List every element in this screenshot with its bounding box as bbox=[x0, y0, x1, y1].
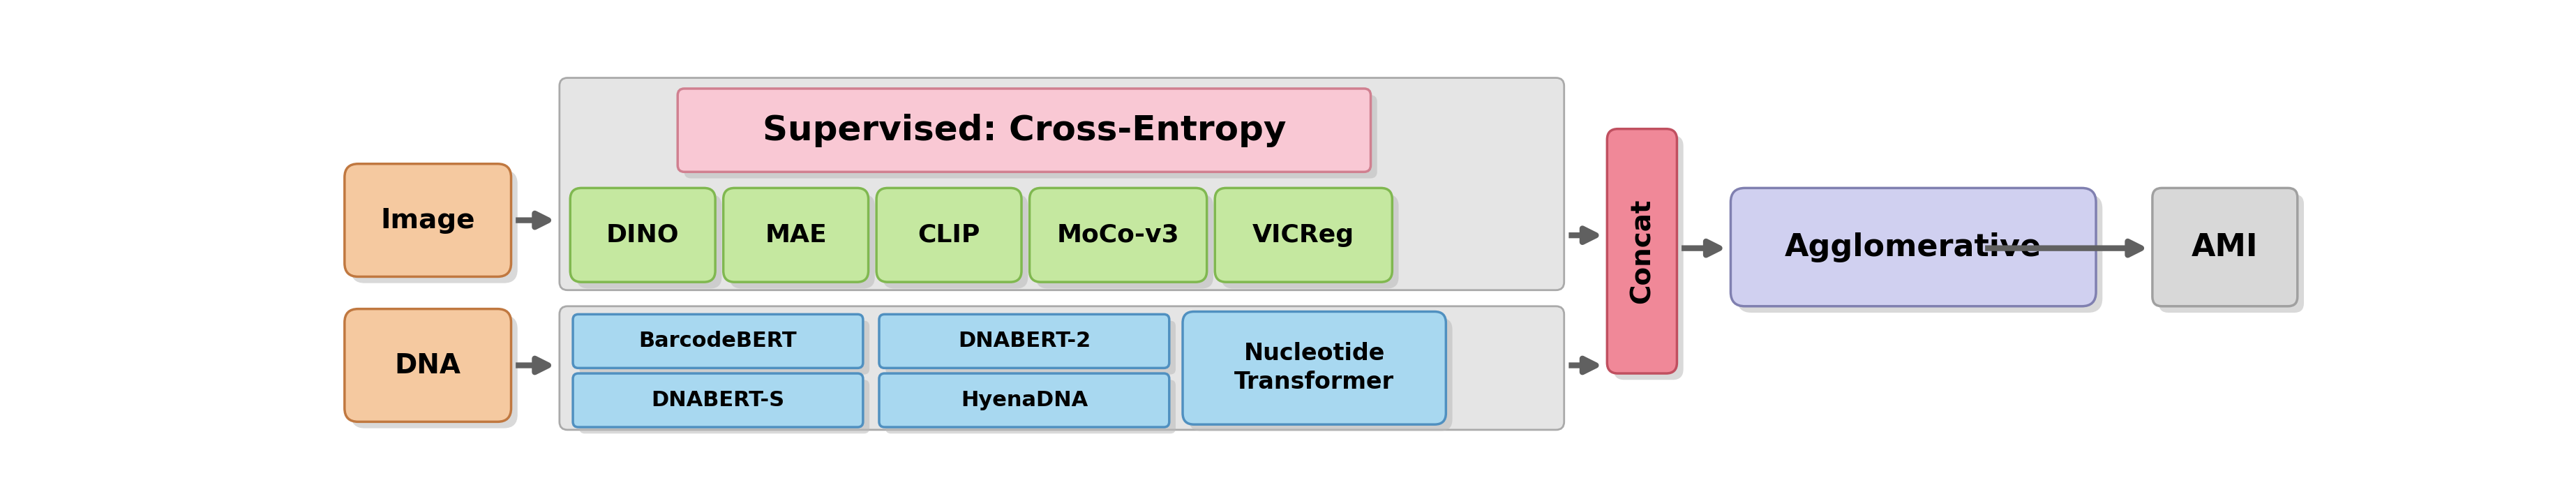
Text: DNABERT-2: DNABERT-2 bbox=[958, 331, 1090, 351]
Text: Image: Image bbox=[381, 207, 474, 234]
Text: Concat: Concat bbox=[1628, 199, 1656, 304]
FancyBboxPatch shape bbox=[345, 309, 510, 422]
Text: AMI: AMI bbox=[2192, 232, 2259, 262]
Text: DNA: DNA bbox=[394, 352, 461, 379]
Text: Nucleotide
Transformer: Nucleotide Transformer bbox=[1234, 342, 1394, 394]
FancyBboxPatch shape bbox=[2154, 188, 2298, 306]
FancyBboxPatch shape bbox=[884, 194, 1028, 288]
FancyBboxPatch shape bbox=[1221, 194, 1399, 288]
FancyBboxPatch shape bbox=[350, 315, 518, 428]
Text: CLIP: CLIP bbox=[917, 223, 979, 247]
FancyBboxPatch shape bbox=[1731, 188, 2097, 306]
FancyBboxPatch shape bbox=[577, 194, 721, 288]
FancyBboxPatch shape bbox=[572, 373, 863, 427]
Text: HyenaDNA: HyenaDNA bbox=[961, 390, 1087, 410]
FancyBboxPatch shape bbox=[350, 170, 518, 283]
FancyBboxPatch shape bbox=[1607, 129, 1677, 373]
FancyBboxPatch shape bbox=[569, 188, 716, 282]
FancyBboxPatch shape bbox=[580, 321, 871, 374]
FancyBboxPatch shape bbox=[580, 380, 871, 433]
Text: DNABERT-S: DNABERT-S bbox=[652, 390, 786, 410]
FancyBboxPatch shape bbox=[886, 321, 1175, 374]
FancyBboxPatch shape bbox=[1190, 318, 1453, 431]
FancyBboxPatch shape bbox=[1613, 135, 1682, 380]
FancyBboxPatch shape bbox=[572, 314, 863, 368]
FancyBboxPatch shape bbox=[677, 89, 1370, 172]
Text: MoCo-v3: MoCo-v3 bbox=[1056, 223, 1180, 247]
FancyBboxPatch shape bbox=[878, 373, 1170, 427]
Text: Agglomerative: Agglomerative bbox=[1785, 232, 2043, 262]
Text: Supervised: Cross-Entropy: Supervised: Cross-Entropy bbox=[762, 114, 1285, 147]
FancyBboxPatch shape bbox=[724, 188, 868, 282]
Text: BarcodeBERT: BarcodeBERT bbox=[639, 331, 796, 351]
FancyBboxPatch shape bbox=[876, 188, 1023, 282]
Text: MAE: MAE bbox=[765, 223, 827, 247]
FancyBboxPatch shape bbox=[1030, 188, 1206, 282]
FancyBboxPatch shape bbox=[345, 164, 510, 277]
FancyBboxPatch shape bbox=[878, 314, 1170, 368]
FancyBboxPatch shape bbox=[2159, 194, 2303, 313]
FancyBboxPatch shape bbox=[1182, 311, 1445, 425]
FancyBboxPatch shape bbox=[1736, 194, 2102, 313]
FancyBboxPatch shape bbox=[729, 194, 876, 288]
FancyBboxPatch shape bbox=[1036, 194, 1213, 288]
FancyBboxPatch shape bbox=[559, 78, 1564, 290]
FancyBboxPatch shape bbox=[685, 95, 1378, 178]
FancyBboxPatch shape bbox=[886, 380, 1175, 433]
Text: DINO: DINO bbox=[605, 223, 680, 247]
Text: VICReg: VICReg bbox=[1252, 223, 1355, 247]
FancyBboxPatch shape bbox=[559, 306, 1564, 430]
FancyBboxPatch shape bbox=[1216, 188, 1391, 282]
